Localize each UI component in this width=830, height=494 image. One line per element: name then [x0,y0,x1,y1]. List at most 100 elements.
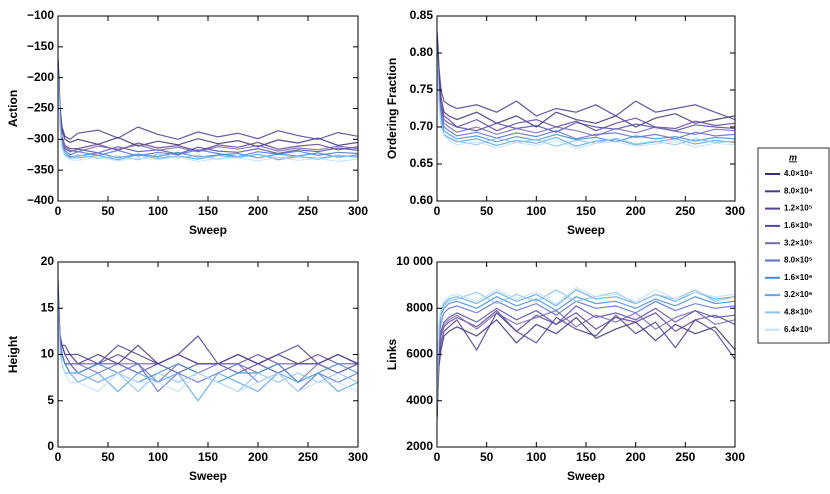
y-axis-label: Height [6,336,20,373]
x-tick-label: 0 [434,450,441,464]
series-line [437,296,735,408]
y-tick-label: −200 [27,70,54,84]
panel: 0 50 100 150 200 250 300 −400 −350 −300 −250 −200 −1… [6,8,368,237]
x-tick-label: 150 [198,450,218,464]
series-line [437,41,735,133]
x-tick-label: 100 [526,450,546,464]
y-tick-label: 10 000 [396,254,433,268]
y-tick-label: −150 [27,39,54,53]
x-tick-label: 0 [55,204,62,218]
x-tick-label: 50 [101,450,115,464]
plot-area [58,280,358,402]
legend-label: 4.0×10⁴ [784,169,813,178]
x-tick-label: 100 [148,450,168,464]
y-tick-label: −250 [27,101,54,115]
x-tick-label: 250 [298,450,318,464]
x-axis-label: Sweep [567,469,605,483]
series-line [437,309,735,415]
x-tick-label: 250 [675,450,695,464]
y-tick-label: 0.80 [410,45,434,59]
x-tick-label: 300 [348,450,368,464]
frame [57,261,359,448]
y-tick-label: 0.65 [410,156,434,170]
series-line [58,64,358,153]
x-tick-label: 0 [434,204,441,218]
series-line [437,45,735,137]
series-line [58,289,358,393]
series-line [437,38,735,132]
series-line [58,76,358,163]
legend-label: 3.2×10⁵ [784,238,813,247]
series-line [437,300,735,411]
series-line [58,280,358,384]
plot-area [437,30,735,150]
frame [436,261,736,448]
x-axis-label: Sweep [189,223,227,237]
x-tick-label: 200 [248,204,268,218]
legend-label: 6.4×10⁶ [784,325,813,334]
y-tick-label: 0.60 [410,193,434,207]
plot-area [58,57,358,163]
legend-label: 4.8×10⁶ [784,308,813,317]
legend-label: 8.0×10⁵ [784,256,813,265]
series-line [437,30,735,121]
legend: m 4.0×10⁴ 8.0×10⁴ 1.2×10⁵ 1.6×10⁵ 3.2×10⁵ 8.0×… [757,147,830,344]
series-line [437,311,735,417]
x-tick-label: 50 [480,450,494,464]
y-axis-label: Links [385,339,399,371]
series-line [437,305,735,413]
x-tick-label: 50 [101,204,115,218]
y-tick-label: −300 [27,132,54,146]
y-tick-label: 0 [47,439,54,453]
series-line [58,60,358,148]
y-tick-label: −400 [27,193,54,207]
y-tick-label: 2000 [406,439,433,453]
legend-label: 1.2×10⁵ [784,204,813,213]
legend-label: 8.0×10⁴ [784,186,813,195]
x-tick-label: 300 [725,450,745,464]
y-tick-label: 8000 [406,300,433,314]
y-tick-label: 10 [41,347,55,361]
x-tick-label: 0 [55,450,62,464]
x-axis-label: Sweep [567,223,605,237]
x-tick-label: 150 [576,204,596,218]
y-tick-label: 5 [47,393,54,407]
series-line [58,280,358,365]
x-tick-label: 250 [298,204,318,218]
y-tick-label: 20 [41,254,55,268]
x-tick-label: 250 [675,204,695,218]
legend-title: m [789,152,797,162]
legend-label: 3.2×10⁶ [784,290,813,299]
x-tick-label: 300 [725,204,745,218]
plot-area [437,286,735,420]
series-line [437,316,735,420]
frame [57,15,359,202]
series-line [58,57,358,141]
series-line [437,49,735,143]
series-line [437,309,735,415]
y-tick-label: 0.70 [410,119,434,133]
series-line [58,289,358,374]
panel: 0 50 100 150 200 250 300 2000 4000 6000 8000 10 000… [385,254,745,483]
series-line [437,289,735,406]
series-line [58,298,358,384]
series-line [437,52,735,147]
x-tick-label: 200 [626,204,646,218]
legend-label: 1.6×10⁶ [784,273,813,282]
panel: 0 50 100 150 200 250 300 0.60 0.65 0.70 0.75 0.80 0.… [385,8,745,237]
x-tick-label: 200 [248,450,268,464]
series-line [58,68,358,158]
series-line [437,52,735,147]
series-line [437,289,735,408]
series-line [58,289,358,365]
x-tick-label: 200 [626,450,646,464]
x-tick-label: 100 [148,204,168,218]
y-tick-label: −350 [27,162,54,176]
x-axis-label: Sweep [189,469,227,483]
series-line [437,38,735,128]
x-tick-label: 50 [480,204,494,218]
series-line [437,286,735,406]
y-tick-label: 0.75 [410,82,434,96]
x-tick-label: 150 [198,204,218,218]
